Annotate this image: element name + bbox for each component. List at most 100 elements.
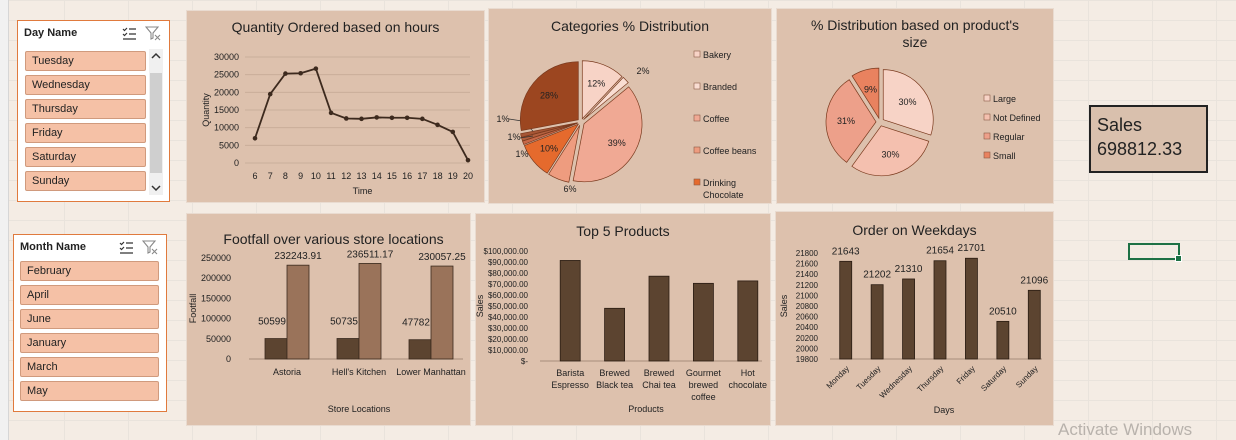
x-tick-label: 17 [417, 171, 427, 181]
clear-filter-icon[interactable] [145, 25, 161, 41]
slicer-item[interactable]: Friday [25, 123, 146, 143]
x-tick-label: 16 [402, 171, 412, 181]
y-tick-label: 25000 [214, 70, 239, 80]
legend-label: Branded [703, 82, 737, 92]
legend-swatch [983, 132, 991, 140]
data-point [465, 157, 471, 163]
slice-label: 30% [881, 149, 899, 159]
categories-chart-panel[interactable]: Categories % Distribution 12% 2% 39% 6% 10% 1… [488, 8, 772, 204]
y-tick-label: $30,000.00 [488, 324, 529, 333]
chart-title: % Distribution based on product's size [810, 17, 1020, 50]
slicer-item[interactable]: Tuesday [25, 51, 146, 71]
slicer-item[interactable]: Saturday [25, 147, 146, 167]
y-tick-label: 19800 [796, 355, 819, 364]
x-tick-label: Gourmet [686, 368, 722, 378]
data-label: 20510 [989, 306, 1017, 317]
bar [604, 307, 626, 362]
x-tick-label: Monday [825, 364, 851, 390]
slice-label: 30% [898, 97, 916, 107]
slice-label: 28% [540, 91, 558, 101]
multi-select-icon[interactable] [118, 239, 134, 255]
x-tick-label: Black tea [596, 380, 633, 390]
bar [559, 260, 581, 362]
bar [408, 339, 432, 360]
data-point [435, 122, 440, 128]
legend-label: Coffee [703, 114, 729, 124]
x-tick-label: Brewed [599, 368, 630, 378]
month-name-slicer: Month Name February April June January March… [13, 234, 167, 412]
x-tick-label: chocolate [729, 380, 768, 390]
x-tick-label: 11 [326, 171, 335, 181]
x-tick-label: 20 [463, 171, 473, 181]
bar [692, 282, 714, 362]
legend-label: Small [993, 151, 1016, 161]
slicer-item[interactable]: March [20, 357, 159, 377]
multi-select-icon[interactable] [121, 25, 137, 41]
data-label: 21701 [958, 243, 986, 254]
slicer-item[interactable]: January [20, 333, 159, 353]
top5-chart-panel[interactable]: Top 5 Products $- $10,000.00 $20,000.00 $30… [475, 213, 771, 426]
x-tick-label: Wednesday [878, 364, 914, 400]
y-tick-label: $20,000.00 [488, 335, 529, 344]
bar [264, 338, 288, 360]
slicer-item[interactable]: Wednesday [25, 75, 146, 95]
x-tick-label: Thursday [915, 364, 945, 394]
y-tick-label: 200000 [201, 273, 231, 283]
leader-line [519, 135, 534, 139]
weekdays-chart-panel[interactable]: Order on Weekdays 19800 20000 20200 20400 20… [775, 211, 1054, 426]
y-tick-label: $90,000.00 [488, 258, 529, 267]
footfall-chart-panel[interactable]: Footfall over various store locations 0 5… [186, 213, 471, 426]
selected-cell[interactable] [1128, 243, 1182, 262]
x-tick-label: 14 [372, 171, 382, 181]
slicer-item[interactable]: April [20, 285, 159, 305]
y-tick-label: $100,000.00 [484, 247, 529, 256]
x-tick-label: 18 [433, 171, 443, 181]
slicer-item[interactable]: Sunday [25, 171, 146, 191]
y-tick-label: 20000 [796, 344, 819, 353]
slicer-item[interactable]: February [20, 261, 159, 281]
bar [336, 338, 360, 360]
clear-filter-icon[interactable] [142, 239, 158, 255]
data-label: 21654 [926, 246, 954, 257]
x-tick-label: Tuesday [855, 364, 883, 392]
scroll-thumb[interactable] [150, 73, 162, 173]
y-tick-label: 30000 [214, 52, 239, 62]
slice-label: 31% [837, 116, 855, 126]
bar [996, 320, 1010, 360]
chart-title: Order on Weekdays [852, 222, 977, 238]
pie-slice [548, 125, 581, 183]
x-axis-title: Time [353, 186, 373, 196]
y-tick-label: 20000 [214, 87, 239, 97]
series-line [254, 67, 469, 161]
data-point [389, 115, 395, 121]
scroll-down-icon[interactable] [149, 181, 163, 195]
y-tick-label: 21400 [796, 270, 819, 279]
data-point [283, 71, 288, 76]
pie-slice [825, 79, 877, 163]
y-tick-label: 100000 [201, 314, 231, 324]
data-point [298, 70, 303, 76]
y-tick-label: 0 [234, 158, 239, 168]
scroll-up-icon[interactable] [149, 49, 163, 63]
x-tick-label: brewed [689, 380, 719, 390]
pie-slice [572, 86, 643, 183]
slicer-item[interactable]: May [20, 381, 159, 401]
slicer-item[interactable]: Thursday [25, 99, 146, 119]
data-point [420, 116, 425, 122]
size-chart-panel[interactable]: % Distribution based on product's size 3… [776, 8, 1054, 204]
legend-label: Regular [993, 132, 1025, 142]
data-label: 21202 [863, 270, 891, 281]
data-label: 50735 [330, 317, 358, 328]
y-axis-title: Quantity [201, 93, 211, 127]
data-point [450, 129, 456, 135]
x-tick-label: 15 [387, 171, 397, 181]
y-tick-label: $- [521, 357, 528, 366]
slicer-item[interactable]: June [20, 309, 159, 329]
day-slicer-scrollbar[interactable] [149, 49, 163, 195]
hours-chart-panel[interactable]: Quantity Ordered based on hours 0 5000 100… [186, 10, 485, 203]
activation-watermark: Activate Windows [1058, 420, 1193, 439]
sales-kpi-card[interactable]: Sales 698812.33 [1089, 105, 1208, 173]
x-tick-label: Lower Manhattan [396, 367, 466, 377]
y-tick-label: 20600 [796, 313, 819, 322]
